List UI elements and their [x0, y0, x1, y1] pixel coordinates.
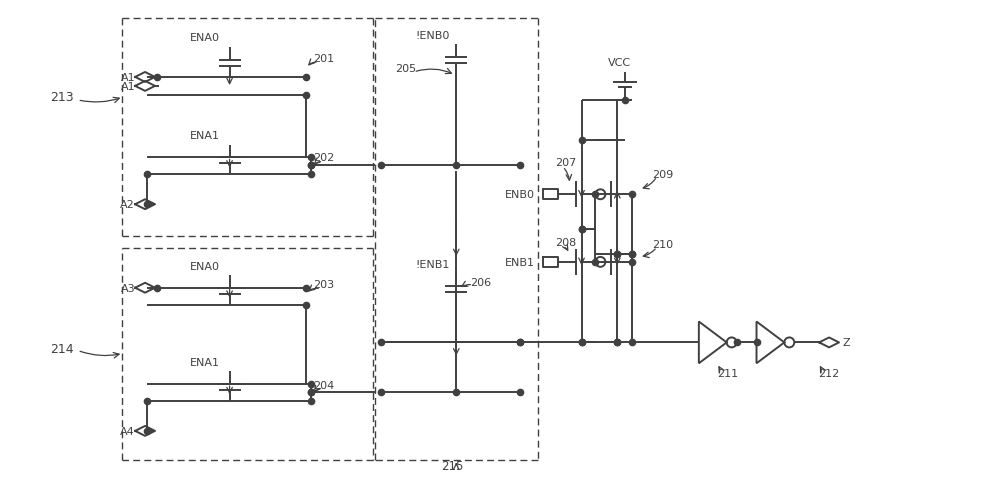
Text: 207: 207 — [555, 158, 576, 168]
Text: 209: 209 — [652, 170, 673, 180]
Text: A1: A1 — [120, 73, 135, 83]
Text: 210: 210 — [652, 240, 673, 250]
Text: A4: A4 — [120, 426, 135, 436]
Text: 202: 202 — [313, 153, 334, 163]
Text: 205: 205 — [396, 64, 417, 74]
Text: !ENB0: !ENB0 — [415, 31, 450, 41]
Text: ENB0: ENB0 — [505, 190, 535, 200]
Text: 204: 204 — [313, 380, 334, 390]
Text: 214: 214 — [51, 342, 74, 355]
Text: ENB1: ENB1 — [505, 257, 535, 267]
Text: 213: 213 — [51, 91, 74, 104]
Text: Z: Z — [842, 338, 850, 348]
Text: A3: A3 — [120, 283, 135, 293]
Text: 206: 206 — [470, 277, 491, 287]
Text: 203: 203 — [313, 279, 334, 289]
Text: 208: 208 — [555, 238, 576, 248]
Text: 201: 201 — [313, 54, 334, 64]
Text: ENA1: ENA1 — [190, 131, 220, 140]
Text: 215: 215 — [441, 459, 463, 472]
Text: VCC: VCC — [608, 58, 631, 68]
Text: ENA0: ENA0 — [190, 33, 220, 43]
Text: 211: 211 — [717, 369, 738, 378]
Text: A2: A2 — [120, 200, 135, 210]
Text: A1: A1 — [120, 82, 135, 92]
Text: ENA1: ENA1 — [190, 358, 220, 368]
Text: 212: 212 — [818, 369, 839, 378]
Text: !ENB1: !ENB1 — [415, 259, 450, 269]
Text: ENA0: ENA0 — [190, 261, 220, 271]
